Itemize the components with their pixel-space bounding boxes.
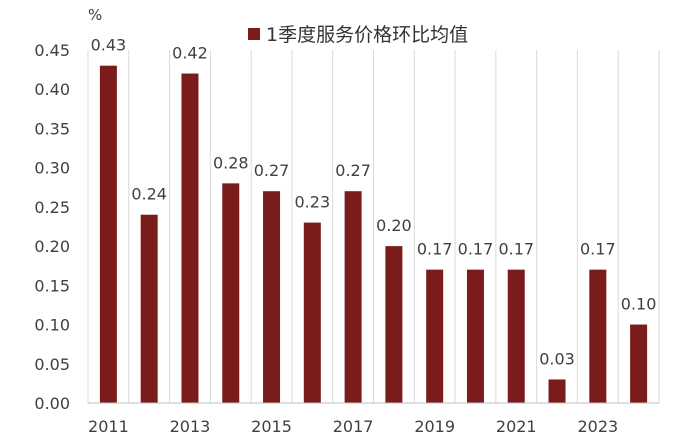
bar [548,379,566,403]
data-label: 0.03 [539,349,575,368]
bar [466,269,484,403]
bar [589,269,607,403]
legend-swatch [248,27,260,40]
data-label: 0.27 [254,161,290,180]
bar [426,269,444,403]
data-label: 0.17 [580,240,616,259]
data-label: 0.17 [498,240,534,259]
bar [385,246,403,403]
bar [303,222,321,403]
y-axis-unit: % [88,6,103,24]
y-tick-label: 0.25 [34,198,70,217]
y-tick-label: 0.45 [34,41,70,60]
bar [630,324,648,403]
x-tick-label: 2015 [251,417,292,436]
y-axis: 0.00 0.05 0.10 0.15 0.20 0.25 0.30 0.35 0.40 0.45 [34,41,70,413]
y-tick-label: 0.40 [34,80,70,99]
x-tick-label: 2017 [333,417,374,436]
y-tick-label: 0.30 [34,159,70,178]
bar [140,214,158,403]
bar [99,65,117,403]
grid-lines [87,50,660,403]
data-labels: 0.430.240.420.28 0.270.230.270.200.17 0.17… [91,36,657,369]
data-label: 0.17 [458,240,494,259]
x-axis: 2011 2013 2015 2017 2019 2021 2023 [88,402,659,436]
bar [222,183,240,403]
y-tick-label: 0.15 [34,276,70,295]
data-label: 0.17 [417,240,453,259]
legend: 1季度服务价格环比均值 [248,20,468,47]
bars [99,65,648,404]
data-label: 0.27 [335,161,371,180]
x-tick-label: 2013 [170,417,211,436]
y-tick-label: 0.00 [34,394,70,413]
bar [263,191,281,403]
legend-label: 1季度服务价格环比均值 [266,24,469,46]
data-label: 0.24 [131,185,167,204]
bar [507,269,525,403]
y-tick-label: 0.35 [34,119,70,138]
data-label: 0.10 [621,295,657,314]
y-tick-label: 0.20 [34,237,70,256]
data-label: 0.23 [295,193,331,212]
data-label: 0.42 [172,44,208,63]
x-tick-label: 2011 [88,417,129,436]
x-tick-label: 2023 [577,417,618,436]
bar [344,191,362,403]
x-tick-label: 2019 [414,417,455,436]
x-tick-label: 2021 [496,417,537,436]
y-tick-label: 0.05 [34,355,70,374]
data-label: 0.20 [376,216,412,235]
y-tick-label: 0.10 [34,316,70,335]
data-label: 0.43 [91,36,127,55]
bar [181,73,199,404]
data-label: 0.28 [213,153,249,172]
